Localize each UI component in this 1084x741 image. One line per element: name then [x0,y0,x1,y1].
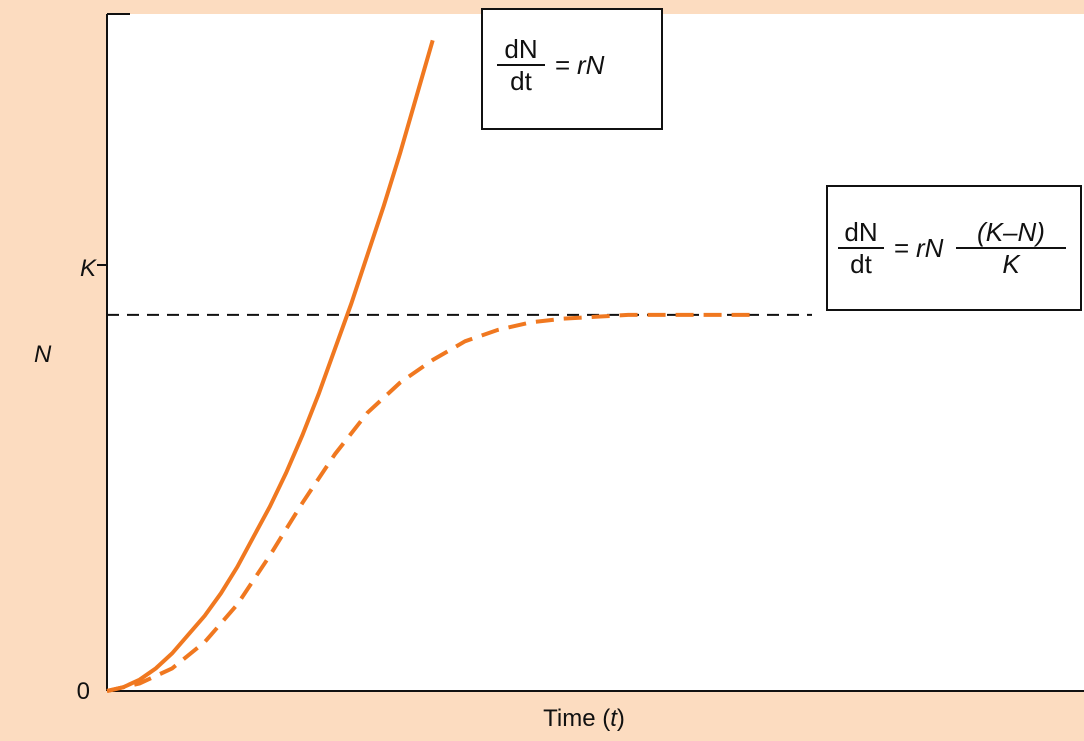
log-inner-numerator: (K–N) [977,217,1045,247]
log-fraction: dN dt [838,217,884,279]
x-axis-label: Time (t) [543,705,625,732]
logistic-equation-box: dN dt = rN (K–N) K [826,185,1082,311]
y-axis-label: N [34,341,52,368]
exp-equals: = [555,50,571,80]
log-rhs: rN [916,233,944,263]
exponential-equation-box: dN dt = rN [481,8,663,130]
log-equals: = [894,233,910,263]
exp-denominator: dt [497,64,545,96]
exp-rhs: rN [577,50,605,80]
log-inner-denominator: K [956,247,1066,279]
log-denominator: dt [838,247,884,279]
exponential-growth-curve [106,39,435,693]
log-numerator: dN [844,217,878,247]
origin-label: 0 [77,678,90,705]
k-tick-label: K [80,255,97,282]
exp-fraction: dN dt [497,34,545,96]
logistic-growth-curve [106,312,759,693]
log-inner-fraction: (K–N) K [956,217,1066,279]
exp-numerator: dN [504,34,538,64]
